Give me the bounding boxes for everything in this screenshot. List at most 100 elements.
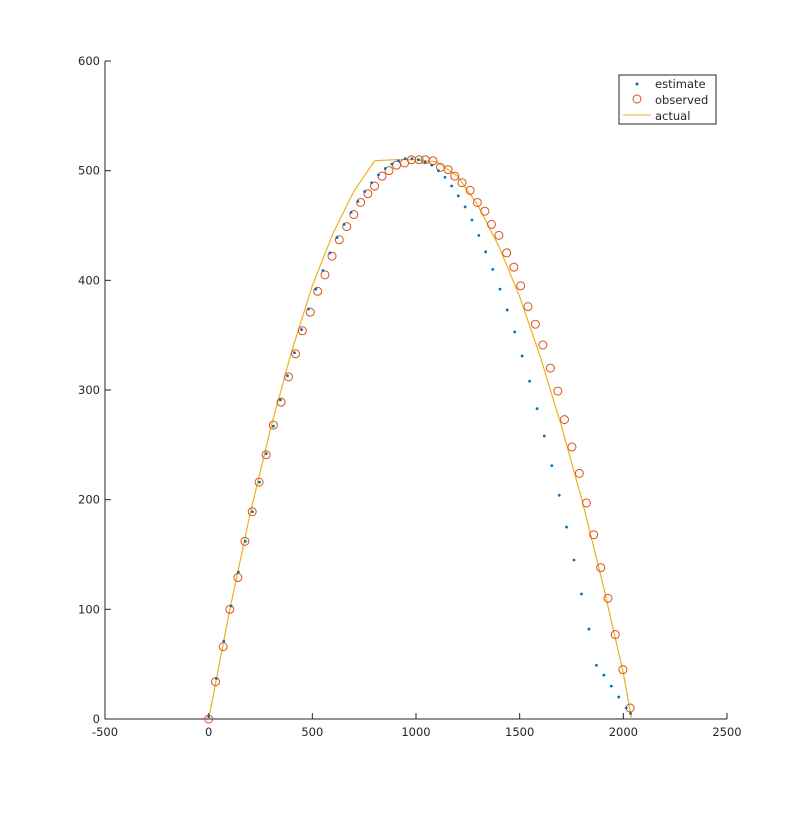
x-tick-label: 500 bbox=[301, 725, 323, 739]
y-tick-label: 300 bbox=[78, 383, 100, 397]
observed-point bbox=[509, 262, 519, 272]
x-tick-label: 1000 bbox=[401, 725, 430, 739]
y-tick-label: 400 bbox=[78, 273, 100, 287]
estimate-point bbox=[410, 157, 414, 161]
observed-point bbox=[610, 630, 620, 640]
observed-point bbox=[334, 235, 344, 245]
observed-point bbox=[530, 319, 540, 329]
estimate-point bbox=[572, 558, 576, 562]
observed-point bbox=[254, 477, 264, 487]
observed-point bbox=[363, 189, 373, 199]
estimate-point bbox=[229, 604, 233, 608]
observed-point bbox=[486, 219, 496, 229]
estimate-point bbox=[300, 328, 303, 332]
estimate-point bbox=[258, 480, 261, 484]
observed-point bbox=[465, 185, 475, 195]
estimate-point bbox=[307, 307, 311, 311]
observed-point bbox=[349, 210, 359, 220]
estimate-point bbox=[236, 570, 240, 574]
y-tick-label: 0 bbox=[93, 712, 100, 726]
observed-point bbox=[516, 281, 526, 291]
y-tick-label: 500 bbox=[78, 164, 100, 178]
estimate-point bbox=[214, 677, 218, 680]
estimate-point bbox=[321, 269, 325, 272]
observed-point bbox=[327, 251, 337, 261]
estimate-point bbox=[251, 510, 254, 514]
estimate-point bbox=[423, 160, 427, 164]
estimate-point bbox=[542, 434, 546, 438]
estimate-point bbox=[342, 223, 346, 226]
x-tick-label: 1500 bbox=[505, 725, 534, 739]
observed-point bbox=[225, 604, 235, 614]
observed-point bbox=[233, 573, 243, 583]
estimate-point bbox=[505, 308, 509, 312]
observed-point bbox=[603, 593, 613, 603]
x-tick-label: 2500 bbox=[712, 725, 741, 739]
observed-point bbox=[589, 530, 599, 540]
estimate-point bbox=[286, 374, 289, 378]
estimate-point bbox=[430, 163, 434, 167]
y-tick-label: 100 bbox=[78, 602, 100, 616]
legend-box bbox=[618, 74, 717, 125]
observed-point bbox=[596, 563, 606, 573]
estimate-point bbox=[456, 194, 460, 198]
estimate-point bbox=[550, 464, 554, 468]
observed-point bbox=[494, 230, 504, 240]
estimate-point bbox=[450, 184, 454, 188]
observed-point bbox=[553, 386, 563, 396]
x-tick-label: 0 bbox=[205, 725, 212, 739]
estimate-point bbox=[222, 639, 226, 643]
estimate-point bbox=[207, 715, 211, 719]
observed-point bbox=[268, 420, 278, 430]
observed-point bbox=[574, 468, 584, 478]
estimate-point bbox=[403, 157, 407, 161]
estimate-point bbox=[335, 236, 339, 239]
legend-actual-label: actual bbox=[655, 109, 690, 123]
observed-point bbox=[247, 507, 257, 517]
observed-point bbox=[450, 171, 460, 181]
observed-point bbox=[283, 372, 293, 382]
estimate-point bbox=[436, 169, 440, 173]
observed-point bbox=[291, 349, 301, 359]
observed-point bbox=[297, 326, 307, 336]
observed-point bbox=[457, 178, 467, 188]
estimate-point bbox=[491, 267, 495, 271]
legend-estimate-label: estimate bbox=[655, 77, 706, 91]
observed-point bbox=[472, 197, 482, 207]
estimate-point bbox=[594, 663, 598, 667]
estimate-point bbox=[363, 190, 367, 193]
estimate-point bbox=[477, 233, 481, 237]
legend-observed-marker bbox=[632, 94, 642, 104]
estimate-point bbox=[390, 162, 394, 166]
observed-point bbox=[305, 307, 315, 317]
estimate-point bbox=[377, 173, 380, 177]
actual-line-layer bbox=[208, 159, 633, 720]
observed-point bbox=[480, 206, 490, 216]
observed-point bbox=[320, 270, 330, 280]
estimate-point bbox=[264, 452, 268, 456]
estimate-point bbox=[557, 493, 561, 497]
estimate-point bbox=[484, 250, 488, 254]
observed-point bbox=[261, 450, 271, 460]
estimate-point bbox=[565, 525, 568, 529]
estimate-point bbox=[624, 706, 628, 710]
observed-point bbox=[204, 714, 214, 724]
legend-estimate-marker bbox=[635, 82, 639, 86]
observed-point bbox=[618, 665, 628, 675]
observed-point bbox=[559, 415, 569, 425]
axes: -500 0 500 1000 1500 2000 25000100200300400500… bbox=[78, 54, 742, 739]
actual-series-line bbox=[208, 159, 633, 720]
estimate-point bbox=[520, 354, 524, 358]
observed-point bbox=[218, 642, 228, 652]
estimate-point bbox=[279, 398, 282, 402]
estimate-point bbox=[602, 673, 606, 677]
estimate-point bbox=[617, 695, 621, 699]
estimate-point bbox=[470, 218, 474, 222]
estimate-point bbox=[370, 181, 374, 185]
estimate-point bbox=[243, 539, 247, 543]
observed-point bbox=[414, 155, 424, 165]
estimate-point bbox=[463, 205, 467, 209]
observed-point bbox=[384, 166, 394, 176]
